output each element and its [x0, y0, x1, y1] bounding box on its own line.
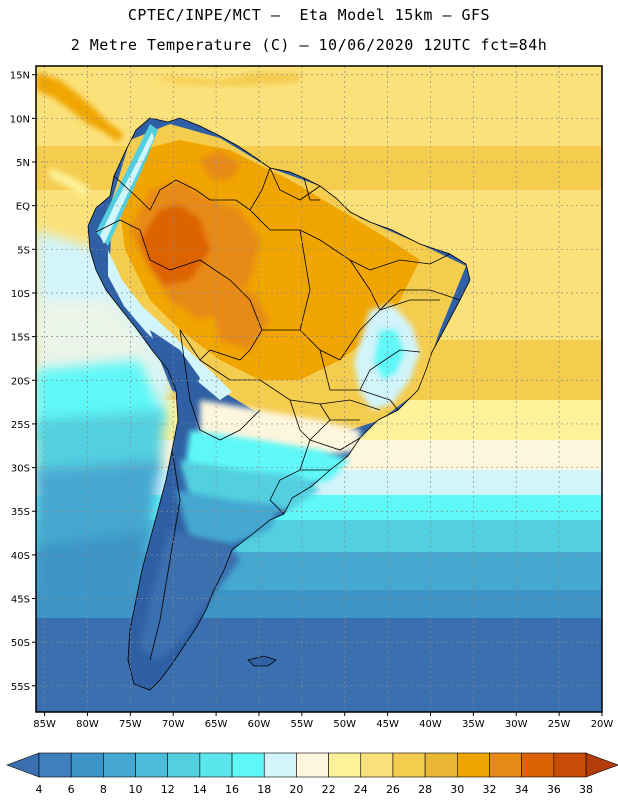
colorbar-label: 22	[322, 783, 336, 796]
lon-tick-label: 85W	[33, 719, 56, 730]
colorbar-swatch	[424, 752, 458, 778]
lon-tick-label: 65W	[205, 719, 228, 730]
lon-tick-label: 60W	[248, 719, 271, 730]
lat-tick-label: 40S	[11, 551, 30, 562]
map-frame	[35, 65, 603, 713]
colorbar-swatch	[135, 752, 169, 778]
lon-tick-label: 40W	[419, 719, 442, 730]
colorbar-label: 38	[579, 783, 593, 796]
lon-tick-label: 30W	[505, 719, 528, 730]
lat-tick-label: 20S	[11, 376, 30, 387]
colorbar-swatch	[553, 752, 587, 778]
lon-tick-label: 80W	[76, 719, 99, 730]
colorbar-label: 4	[36, 783, 43, 796]
lat-tick-label: 5N	[16, 158, 30, 169]
colorbar-label: 16	[225, 783, 239, 796]
colorbar-label: 26	[386, 783, 400, 796]
colorbar: 4 6 8 10 12 14 16 18 20 22 24 26 28 30 32 34 36 38	[6, 752, 618, 796]
colorbar-label: 10	[129, 783, 143, 796]
lon-tick-label: 50W	[333, 719, 356, 730]
lon-tick-label: 20W	[591, 719, 614, 730]
colorbar-label: 32	[482, 783, 496, 796]
colorbar-swatch	[489, 752, 522, 778]
colorbar-swatch	[521, 752, 555, 778]
colorbar-swatch	[296, 752, 329, 778]
latitude-axis: 15N 10N 5N EQ 5S 10S 15S 20S 25S 30S 35S 40S 45S 50S 5…	[10, 71, 36, 693]
lon-tick-label: 55W	[291, 719, 314, 730]
colorbar-swatch	[231, 752, 265, 778]
temperature-field	[36, 66, 602, 712]
colorbar-under-arrow	[6, 752, 40, 778]
colorbar-swatch	[360, 752, 394, 778]
map-title: CPTEC/INPE/MCT – Eta Model 15km – GFS	[127, 6, 491, 24]
lon-tick-label: 70W	[162, 719, 185, 730]
lon-tick-label: 25W	[548, 719, 571, 730]
lat-tick-label: EQ	[16, 202, 30, 213]
lat-lon-grid	[36, 66, 602, 712]
colorbar-swatch	[456, 752, 490, 778]
colorbar-label: 24	[354, 783, 368, 796]
colorbar-swatch	[328, 752, 362, 778]
colorbar-swatch	[199, 752, 233, 778]
lat-tick-label: 10S	[11, 289, 30, 300]
colorbar-swatch	[70, 752, 104, 778]
lat-tick-label: 10N	[10, 114, 30, 125]
lat-tick-label: 35S	[11, 507, 30, 518]
colorbar-label: 30	[450, 783, 464, 796]
country-borders	[87, 117, 471, 691]
map-subtitle: 2 Metre Temperature (C) – 10/06/2020 12U…	[70, 36, 548, 54]
colorbar-swatch	[263, 752, 297, 778]
colorbar-swatch	[392, 752, 426, 778]
lon-tick-label: 75W	[119, 719, 142, 730]
colorbar-label: 12	[161, 783, 175, 796]
colorbar-label: 36	[547, 783, 561, 796]
colorbar-swatch	[167, 752, 201, 778]
colorbar-swatch	[103, 752, 136, 778]
colorbar-over-arrow	[585, 752, 618, 778]
lat-tick-label: 5S	[17, 245, 30, 256]
lat-tick-label: 55S	[11, 682, 30, 693]
colorbar-swatch	[38, 752, 72, 778]
lon-tick-label: 45W	[376, 719, 399, 730]
lat-tick-label: 50S	[11, 638, 30, 649]
colorbar-label: 28	[418, 783, 432, 796]
lon-tick-label: 35W	[462, 719, 485, 730]
lat-tick-label: 15N	[10, 71, 30, 82]
colorbar-label: 18	[257, 783, 271, 796]
colorbar-label: 8	[100, 783, 107, 796]
colorbar-label: 20	[289, 783, 303, 796]
colorbar-label: 6	[68, 783, 75, 796]
lat-tick-label: 45S	[11, 595, 30, 606]
longitude-axis: 85W 80W 75W 70W 65W 60W 55W 50W 45W 40W 35W 30W 25W 2…	[33, 712, 613, 730]
lat-tick-label: 25S	[11, 420, 30, 431]
lat-tick-label: 30S	[11, 464, 30, 475]
colorbar-label: 34	[515, 783, 529, 796]
colorbar-label: 14	[193, 783, 207, 796]
lat-tick-label: 15S	[11, 333, 30, 344]
